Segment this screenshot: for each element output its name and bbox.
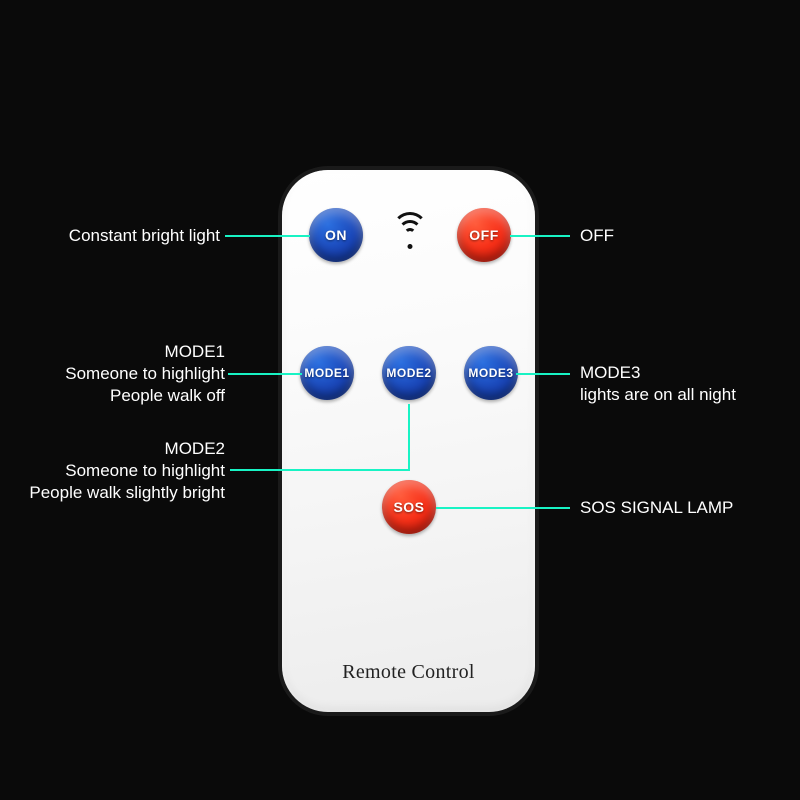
mode3-button[interactable]: MODE3 [464, 346, 518, 400]
callout-sos-title: SOS SIGNAL LAMP [580, 497, 790, 519]
callout-mode3-title: MODE3 [580, 362, 790, 384]
sos-button[interactable]: SOS [382, 480, 436, 534]
callout-mode1: MODE1 Someone to highlight People walk o… [10, 341, 225, 407]
callout-mode3-line1: lights are on all night [580, 384, 790, 406]
off-button-label: OFF [469, 227, 499, 243]
callout-mode1-line2: People walk off [10, 385, 225, 407]
infographic-stage: ON OFF MODE1 MODE2 MODE3 SOS Remote Cont… [0, 0, 800, 800]
on-button-label: ON [325, 227, 347, 243]
on-button[interactable]: ON [309, 208, 363, 262]
callout-off: OFF [580, 225, 760, 247]
callout-off-title: OFF [580, 225, 760, 247]
mode2-button[interactable]: MODE2 [382, 346, 436, 400]
mode2-button-label: MODE2 [386, 366, 431, 380]
callout-on: Constant bright light [20, 225, 220, 247]
mode1-button-label: MODE1 [304, 366, 349, 380]
signal-icon [100, 0, 700, 170]
remote-title: Remote Control [282, 661, 535, 684]
sos-button-label: SOS [393, 499, 424, 515]
callout-mode1-line1: Someone to highlight [10, 363, 225, 385]
callout-mode1-title: MODE1 [10, 341, 225, 363]
callout-mode2-title: MODE2 [0, 438, 225, 460]
off-button[interactable]: OFF [457, 208, 511, 262]
callout-on-title: Constant bright light [20, 225, 220, 247]
wifi-icon [392, 220, 428, 250]
callout-mode2: MODE2 Someone to highlight People walk s… [0, 438, 225, 504]
callout-mode2-line2: People walk slightly bright [0, 482, 225, 504]
callout-mode2-line1: Someone to highlight [0, 460, 225, 482]
mode1-button[interactable]: MODE1 [300, 346, 354, 400]
remote-control: ON OFF MODE1 MODE2 MODE3 SOS Remote Cont… [282, 170, 535, 712]
callout-sos: SOS SIGNAL LAMP [580, 497, 790, 519]
callout-mode3: MODE3 lights are on all night [580, 362, 790, 406]
mode3-button-label: MODE3 [468, 366, 513, 380]
